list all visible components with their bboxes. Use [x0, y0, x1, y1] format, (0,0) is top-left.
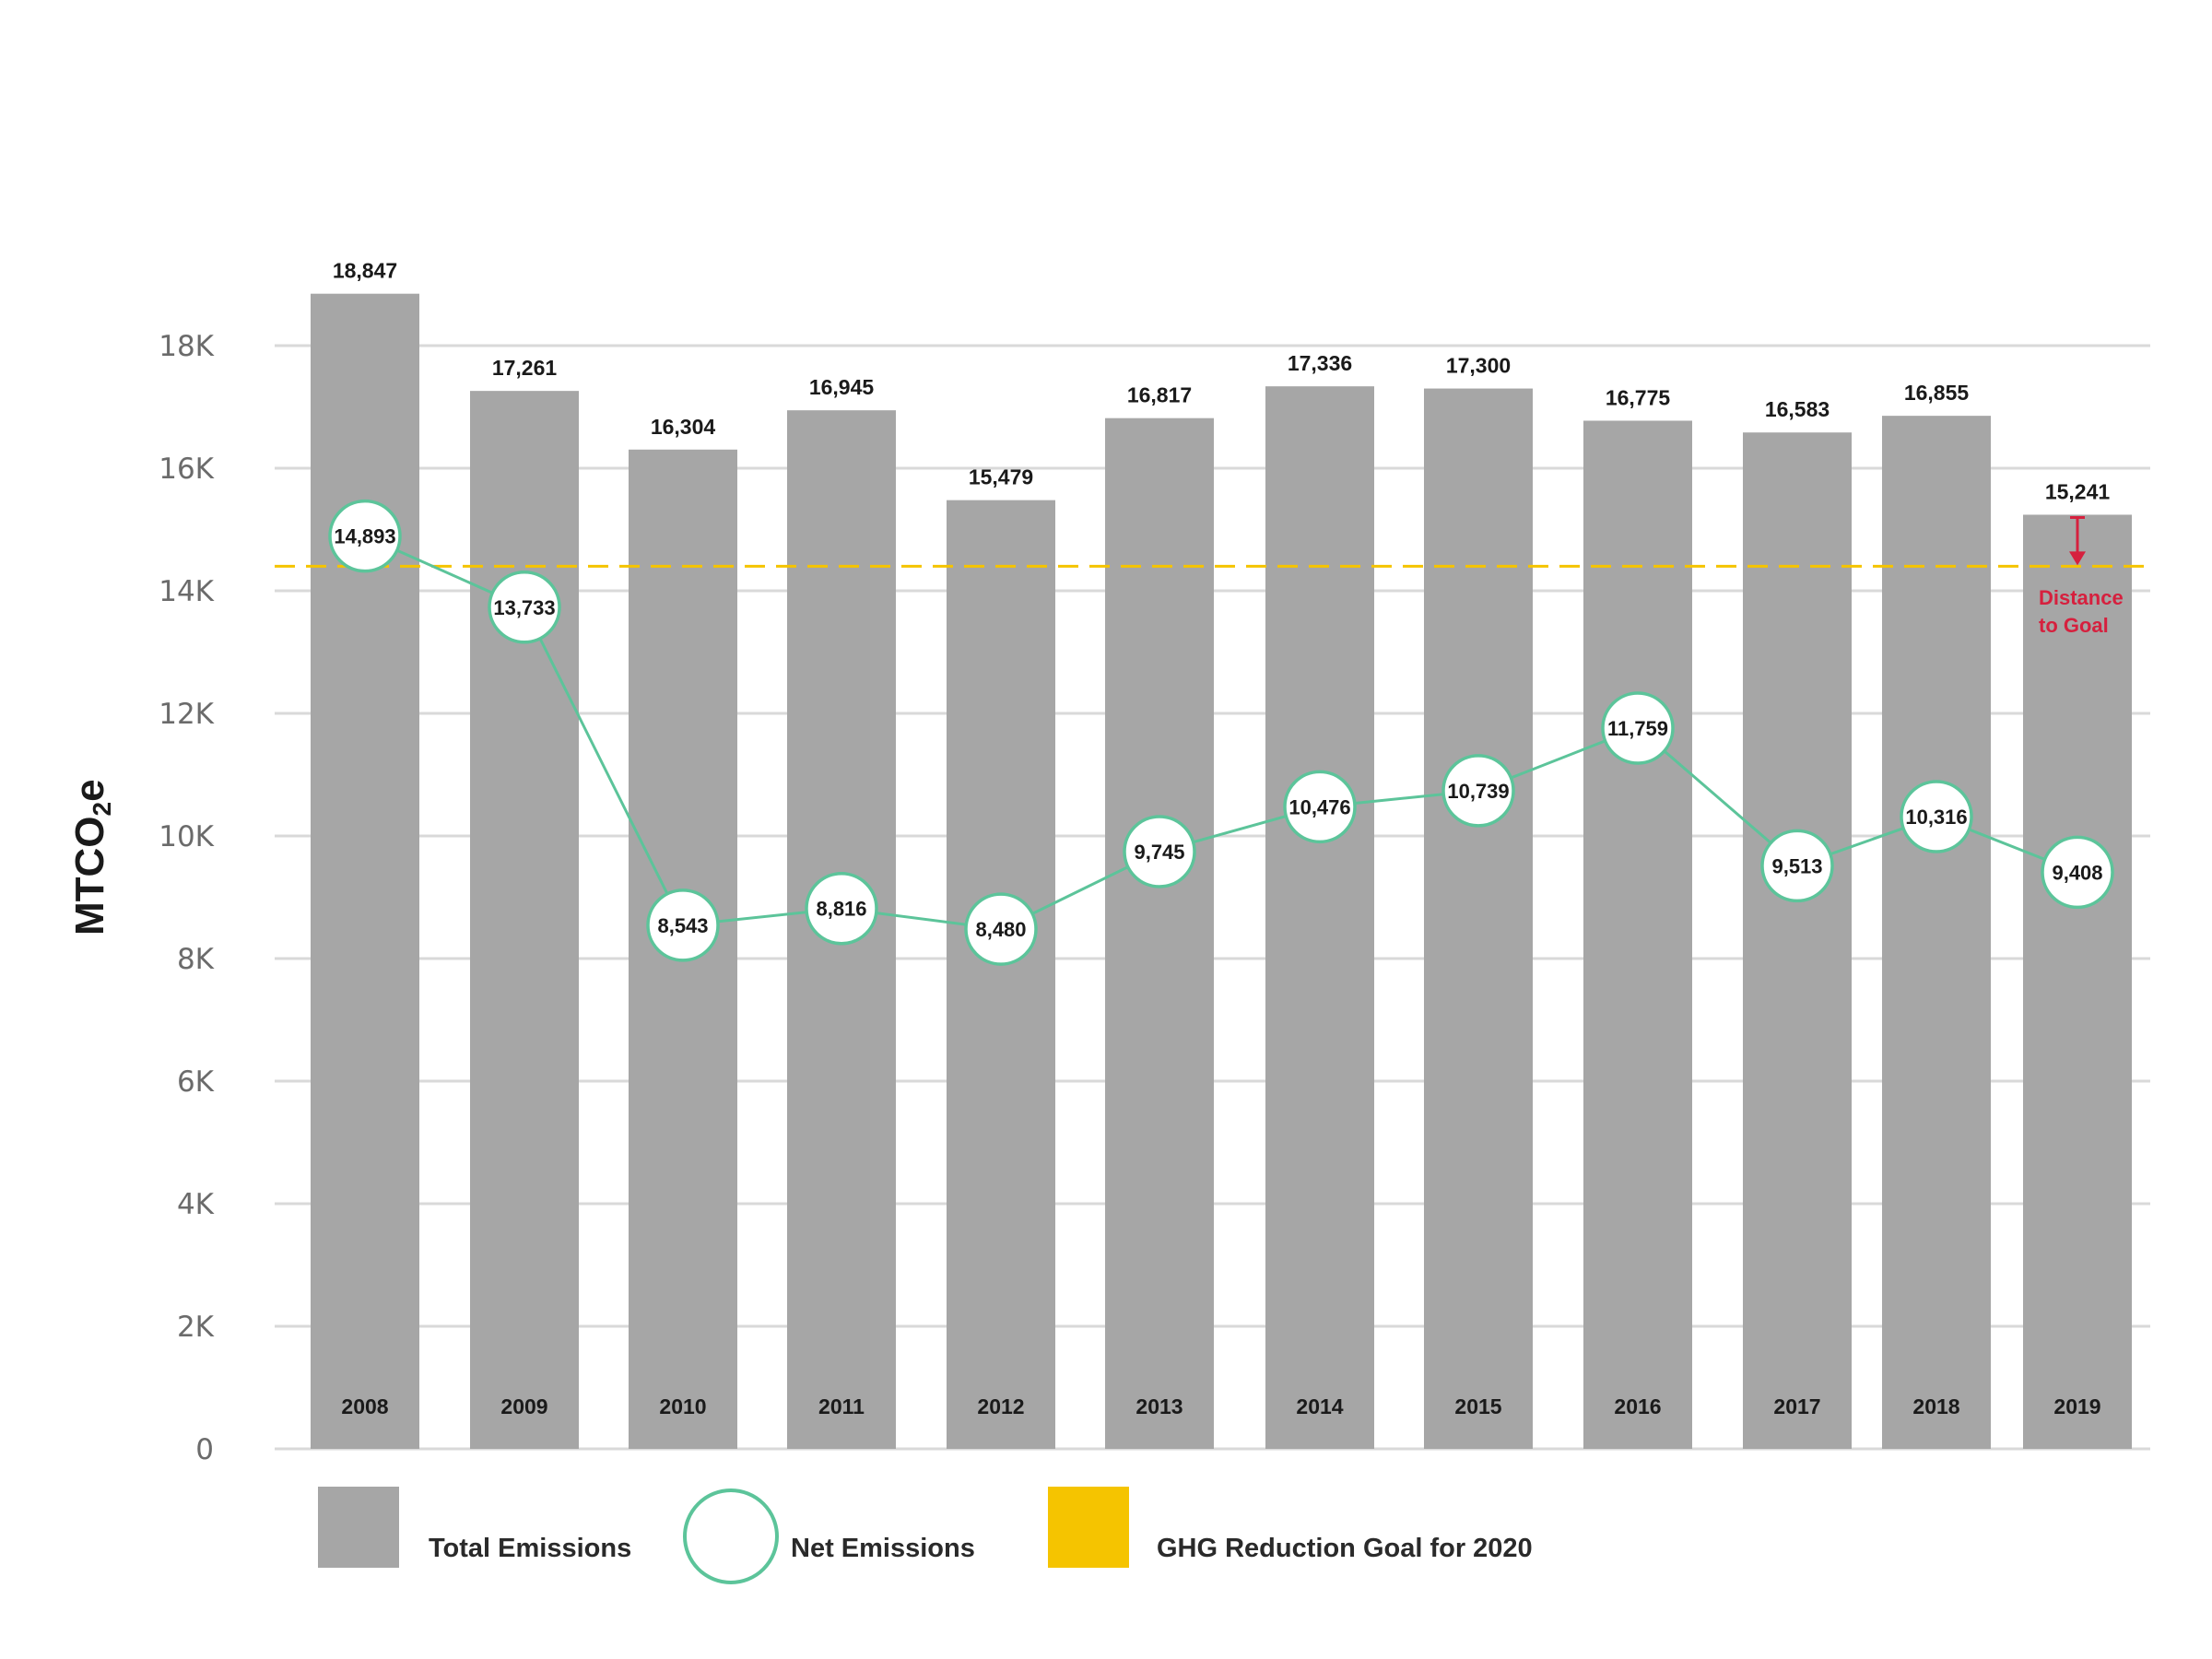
y-axis-title-main: MTCO [67, 816, 112, 935]
legend-swatch-total-emissions [318, 1487, 399, 1568]
total-emissions-labels: 18,847 17,261 16,304 16,945 15,479 16,817 17,3… [333, 259, 2111, 504]
bar-value-label: 17,261 [492, 356, 558, 380]
bar [470, 391, 579, 1449]
y-axis-title: MTCO2e [67, 779, 116, 935]
y-axis-label: MTCO2e [67, 779, 116, 935]
net-point-label: 9,408 [2052, 861, 2102, 884]
y-tick-label: 18K [159, 330, 214, 363]
legend: Total Emissions Net Emissions GHG Reduct… [318, 1487, 1533, 1584]
bar [1424, 388, 1533, 1449]
y-tick-label: 0 [195, 1433, 214, 1466]
net-point [1760, 829, 1834, 903]
legend-swatch-goal [1048, 1487, 1129, 1568]
bar [2023, 514, 2132, 1449]
bar [1583, 420, 1692, 1449]
x-category-label: 2011 [818, 1394, 865, 1418]
net-point [1900, 780, 1973, 853]
bar-value-label: 15,241 [2045, 479, 2111, 503]
x-category-label: 2018 [1912, 1394, 1959, 1418]
net-point-label: 10,476 [1288, 795, 1350, 818]
net-point [328, 499, 402, 573]
x-category-label: 2010 [659, 1394, 706, 1418]
y-tick-label: 12K [159, 698, 214, 731]
net-point-label: 9,745 [1134, 841, 1184, 864]
bar-value-label: 18,847 [333, 259, 397, 283]
x-category-label: 2017 [1773, 1394, 1820, 1418]
annotation-arrow-head [2069, 551, 2086, 566]
y-axis-ticks: 0 2K 4K 6K 8K 10K 12K 14K 16K 18K [159, 330, 214, 1466]
net-point [1123, 815, 1196, 888]
net-point [1283, 770, 1357, 844]
bar-value-label: 15,479 [969, 465, 1033, 489]
bar [1105, 418, 1214, 1450]
net-point [488, 571, 561, 644]
net-point-label: 10,316 [1905, 806, 1967, 829]
x-category-label: 2009 [500, 1394, 547, 1418]
net-emissions-series: 14,893 13,733 8,543 8,816 8,480 9,745 10,476 10… [328, 499, 2114, 966]
net-point-label: 9,513 [1771, 854, 1822, 877]
bar [1882, 416, 1991, 1450]
net-point-label: 10,739 [1447, 780, 1509, 803]
net-point-label: 8,543 [657, 914, 708, 937]
distance-to-goal-annotation: Distance to Goal [2039, 515, 2124, 637]
bar-value-label: 17,336 [1288, 351, 1352, 375]
legend-label-goal: GHG Reduction Goal for 2020 [1157, 1534, 1533, 1563]
bar-value-label: 17,300 [1446, 354, 1511, 378]
y-tick-label: 2K [177, 1311, 215, 1344]
legend-label-total-emissions: Total Emissions [429, 1534, 631, 1563]
net-point [646, 888, 720, 962]
net-point [964, 892, 1038, 966]
net-point-label: 11,759 [1607, 717, 1668, 740]
net-point-label: 13,733 [493, 596, 555, 619]
bar-value-label: 16,304 [651, 415, 716, 439]
x-category-label: 2014 [1296, 1394, 1343, 1418]
bar-value-label: 16,945 [809, 375, 875, 399]
net-point [2041, 835, 2114, 910]
y-tick-label: 8K [177, 943, 215, 976]
net-point [1601, 691, 1675, 765]
bar [1743, 432, 1852, 1450]
bar [311, 293, 419, 1449]
net-point [805, 871, 878, 946]
x-category-label: 2013 [1135, 1394, 1182, 1418]
x-category-label: 2012 [977, 1394, 1024, 1418]
y-tick-label: 6K [177, 1065, 215, 1099]
bar-value-label: 16,775 [1606, 385, 1671, 409]
legend-swatch-net-emissions [683, 1488, 779, 1584]
net-point-label: 8,816 [816, 898, 866, 921]
x-category-label: 2015 [1454, 1394, 1501, 1418]
x-category-label: 2019 [2053, 1394, 2100, 1418]
bar-value-label: 16,855 [1904, 381, 1970, 405]
y-tick-label: 10K [159, 820, 214, 853]
net-point-label: 14,893 [334, 525, 395, 548]
annotation-line-2: to Goal [2039, 614, 2109, 637]
y-axis-title-suffix: e [67, 779, 112, 801]
bar [947, 500, 1055, 1449]
annotation-line-1: Distance [2039, 586, 2124, 609]
x-category-label: 2008 [341, 1394, 388, 1418]
legend-label-net-emissions: Net Emissions [791, 1534, 975, 1563]
y-tick-label: 14K [159, 575, 214, 608]
bar [1265, 386, 1374, 1449]
y-tick-label: 16K [159, 453, 214, 486]
net-point [1441, 754, 1515, 828]
bar-value-label: 16,583 [1765, 397, 1830, 421]
bar-value-label: 16,817 [1127, 383, 1192, 407]
x-category-label: 2016 [1614, 1394, 1661, 1418]
y-axis-title-subscript: 2 [88, 802, 116, 817]
x-axis-categories: 2008 2009 2010 2011 2012 2013 2014 2015 2016 2017… [341, 1394, 2100, 1418]
net-point-label: 8,480 [975, 918, 1026, 941]
y-tick-label: 4K [177, 1188, 215, 1221]
